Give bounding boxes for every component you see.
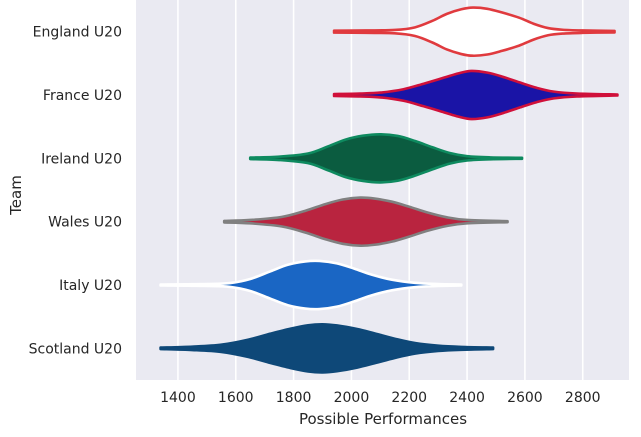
- violin-ireland-u20: [248, 132, 524, 184]
- violin-france-u20: [332, 69, 619, 121]
- x-axis-title: Possible Performances: [299, 410, 467, 428]
- violin-england-u20: [332, 6, 616, 58]
- x-tick-label: 2200: [391, 390, 427, 406]
- x-tick-label: 1800: [276, 390, 312, 406]
- y-tick-labels: England U20 France U20 Ireland U20 Wales U2…: [29, 25, 122, 358]
- y-tick-label: Italy U20: [59, 278, 122, 294]
- x-tick-label: 1600: [218, 390, 254, 406]
- grid-lines: [177, 0, 584, 380]
- y-tick-label: England U20: [33, 25, 122, 41]
- violin-italy-u20: [159, 259, 463, 311]
- plot-background: [136, 0, 629, 380]
- x-tick-label: 2800: [565, 390, 601, 406]
- x-tick-labels: 1400 1600 1800 2000 2200 2400 2600 2800: [160, 390, 600, 406]
- x-tick-label: 1400: [160, 390, 196, 406]
- x-tick-label: 2600: [507, 390, 543, 406]
- violins: [159, 6, 619, 374]
- y-tick-label: Ireland U20: [41, 151, 122, 167]
- x-tick-label: 2000: [334, 390, 370, 406]
- violin-scotland-u20: [159, 322, 495, 374]
- y-tick-label: France U20: [43, 88, 122, 104]
- x-tick-label: 2400: [449, 390, 485, 406]
- y-tick-label: Scotland U20: [29, 341, 122, 357]
- y-tick-label: Wales U20: [48, 215, 122, 231]
- y-axis-title: Team: [7, 175, 25, 216]
- violin-wales-u20: [222, 196, 509, 248]
